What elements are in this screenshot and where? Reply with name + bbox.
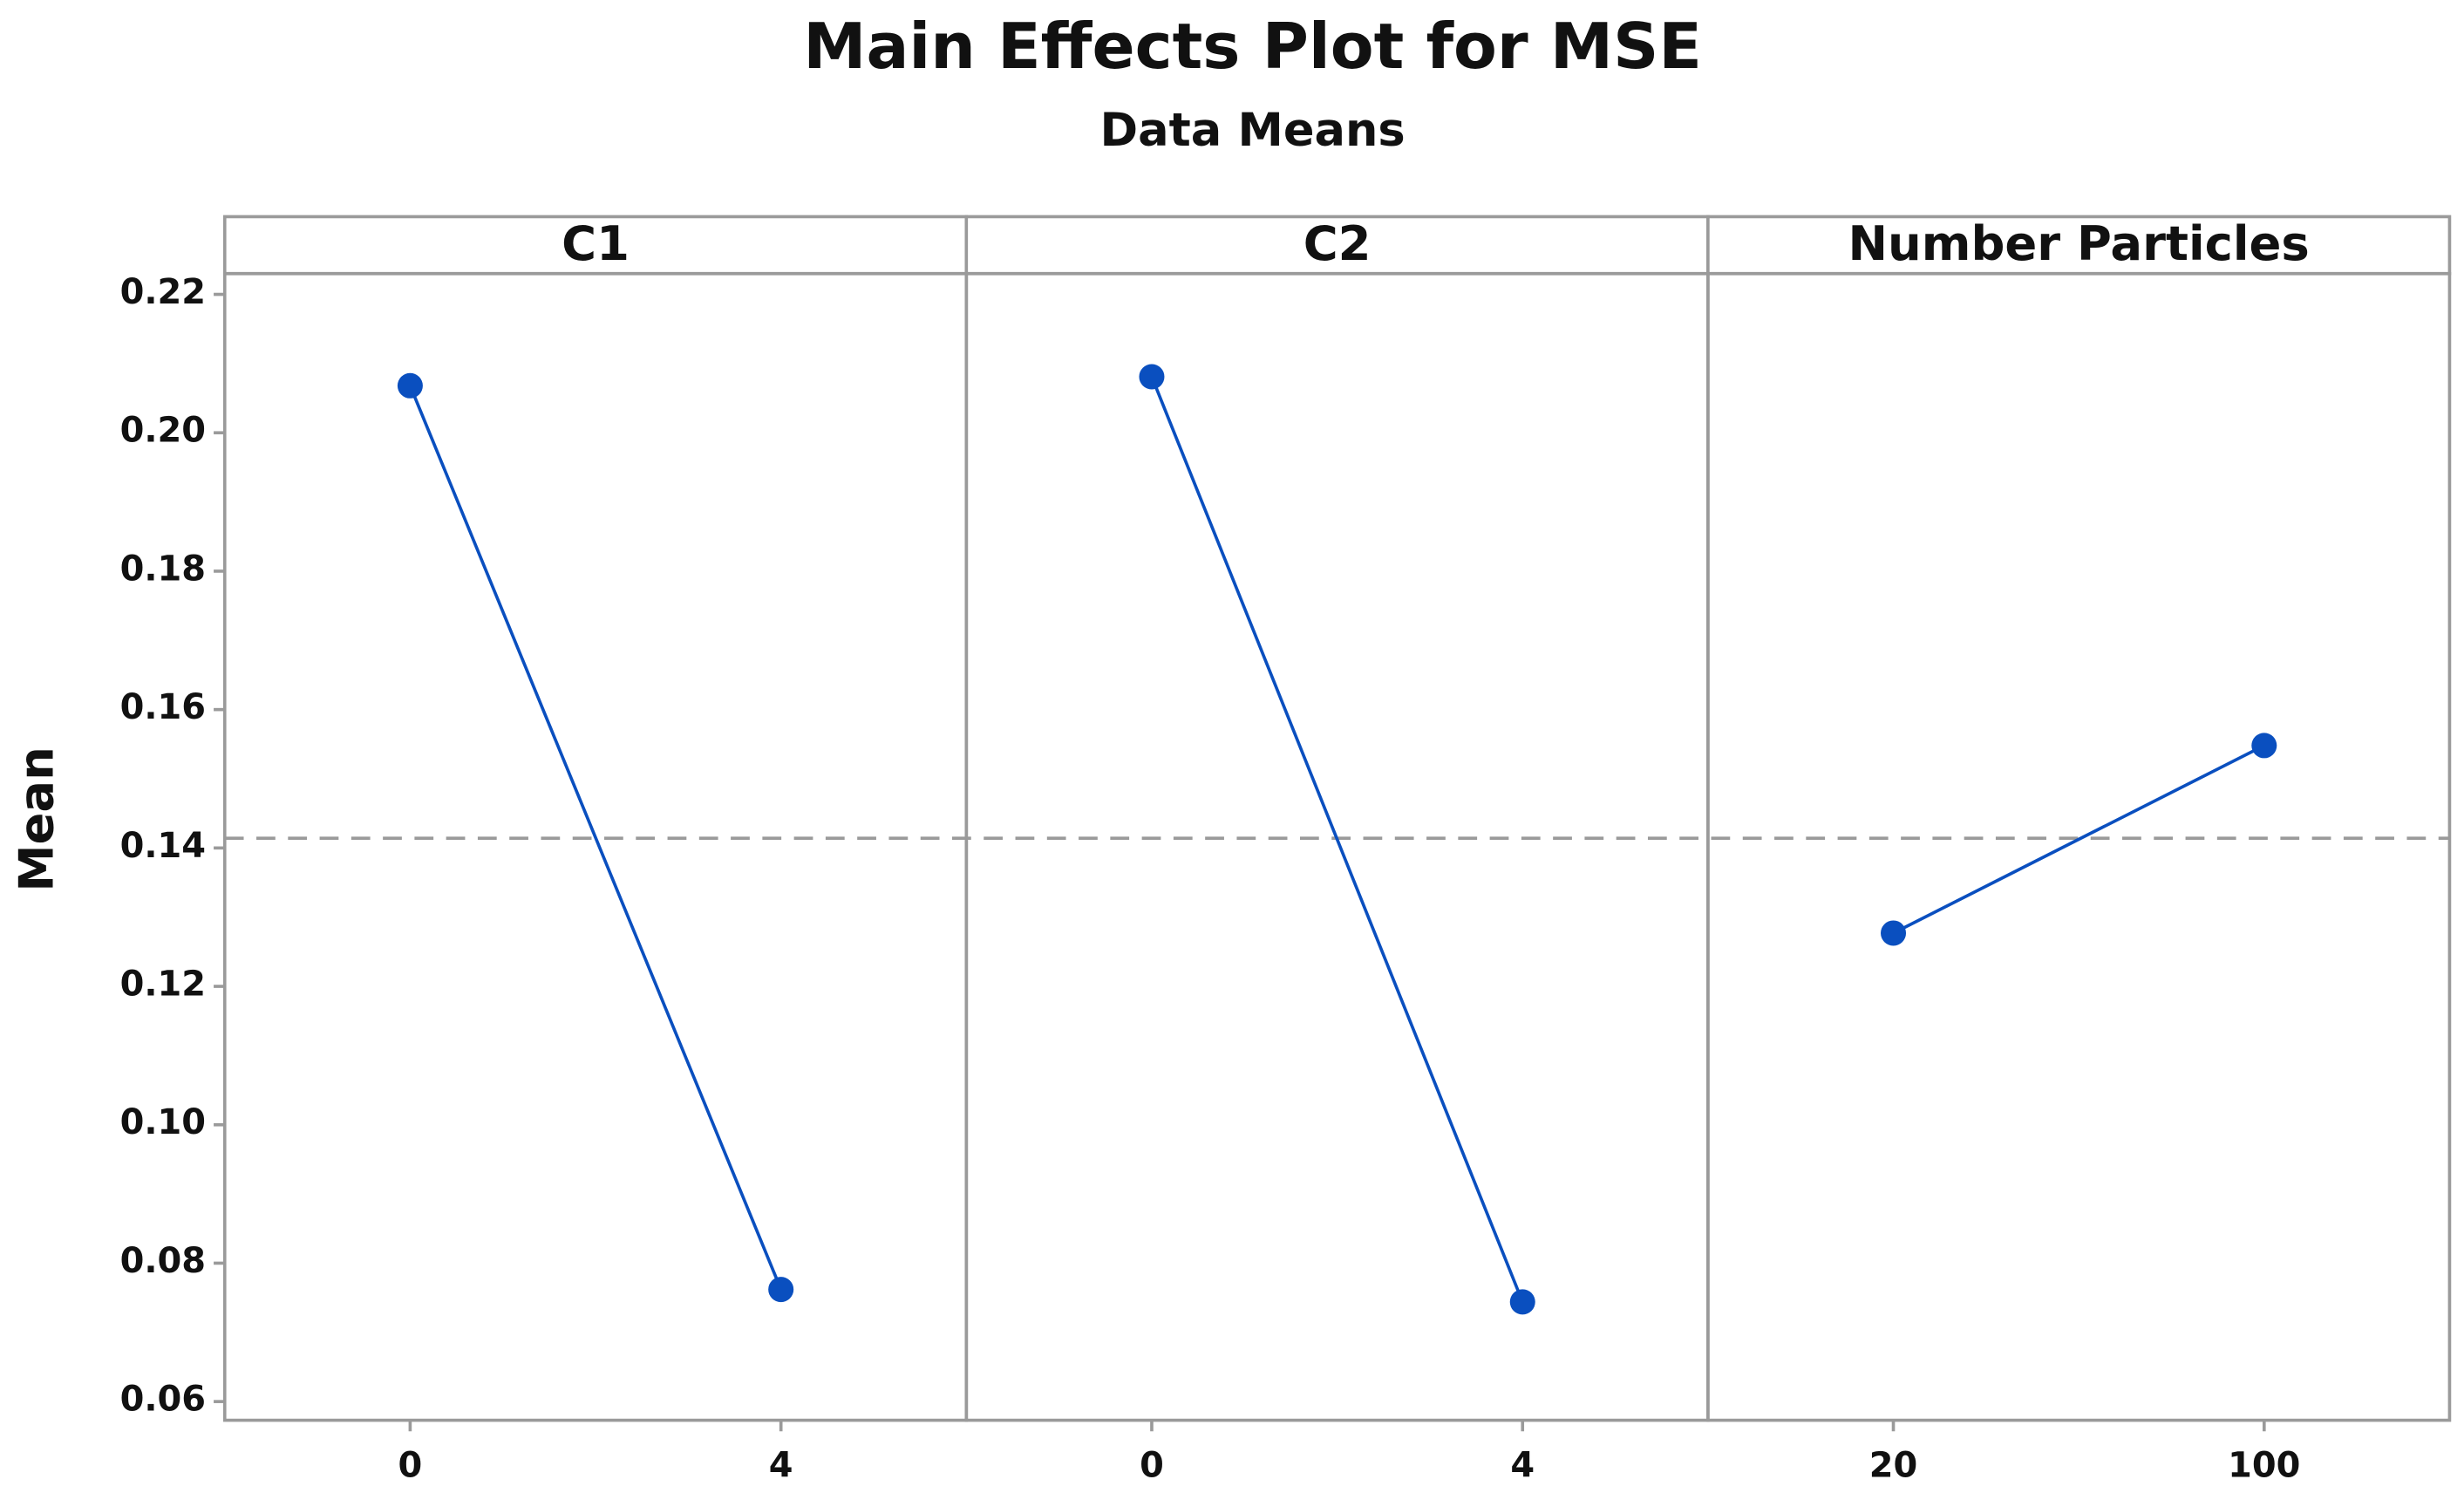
panel-label: Number Particles <box>1848 216 2310 271</box>
y-tick-label: 0.22 <box>120 272 206 312</box>
panel-label: C2 <box>1303 216 1372 271</box>
point <box>768 1277 794 1303</box>
point <box>1509 1289 1535 1315</box>
effect-line <box>1892 744 2265 935</box>
y-tick-label: 0.14 <box>120 826 206 866</box>
y-tick-label: 0.06 <box>120 1380 206 1420</box>
point <box>2251 733 2277 759</box>
point <box>1139 364 1165 390</box>
x-tick-label: 20 <box>1869 1445 1918 1485</box>
point <box>1881 920 1907 946</box>
y-tick-label: 0.18 <box>120 549 206 589</box>
panel-header <box>1706 215 2452 276</box>
chart-title: Main Effects Plot for MSE <box>803 10 1702 84</box>
y-tick-label: 0.08 <box>120 1241 206 1281</box>
chart-subtitle: Data Means <box>1099 104 1405 157</box>
panel-frame <box>1706 271 2452 1422</box>
panel-label: C1 <box>562 216 630 271</box>
y-tick-label: 0.20 <box>120 411 206 451</box>
x-tick-label: 4 <box>769 1445 793 1485</box>
x-tick-label: 0 <box>1140 1445 1164 1485</box>
y-tick-label: 0.10 <box>120 1102 206 1142</box>
y-tick-label: 0.16 <box>120 687 206 727</box>
effect-line <box>1150 376 1524 1303</box>
point <box>397 372 423 399</box>
x-tick-label: 4 <box>1510 1445 1535 1485</box>
y-tick-label: 0.12 <box>120 965 206 1005</box>
effect-line <box>408 385 783 1291</box>
x-tick-label: 0 <box>398 1445 423 1485</box>
x-tick-label: 100 <box>2228 1445 2300 1485</box>
panel-header <box>222 215 969 276</box>
y-axis-label: Mean <box>10 746 65 891</box>
